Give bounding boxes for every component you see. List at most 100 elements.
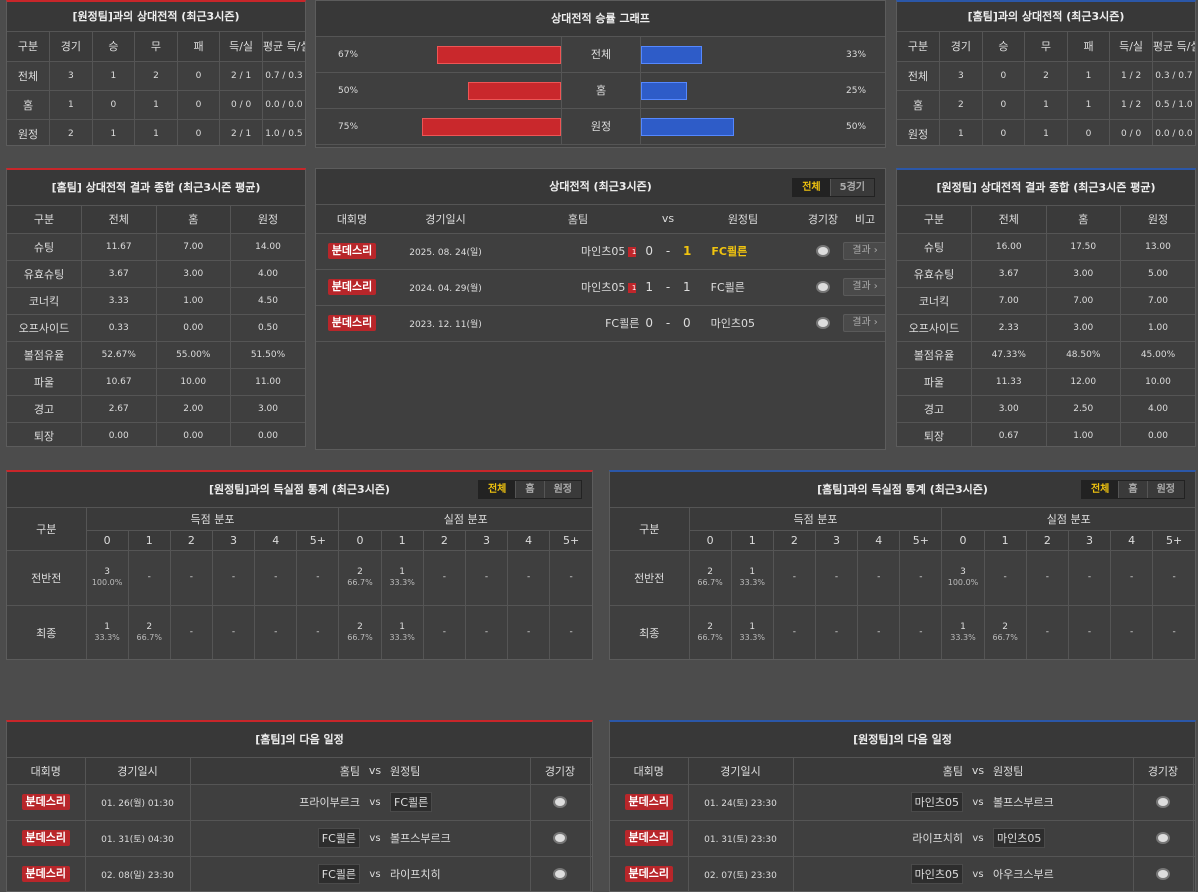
- column-header: 대회명: [316, 205, 388, 234]
- toggle-home[interactable]: 홈: [1119, 481, 1148, 498]
- home-team-name[interactable]: FC쾰른: [317, 864, 360, 884]
- toggle-all[interactable]: 전체: [478, 481, 517, 498]
- row-label: 경고: [897, 395, 972, 423]
- table-row: 파울 11.33 12.00 10.00: [897, 368, 1195, 396]
- away-team-name[interactable]: 아우크스부르: [993, 868, 1054, 881]
- toggle-all[interactable]: 전체: [1081, 481, 1120, 498]
- toggle-all[interactable]: 전체: [793, 179, 831, 196]
- league-badge[interactable]: 분데스리: [327, 279, 377, 295]
- away-team-name[interactable]: FC쾰른: [390, 792, 433, 812]
- soccer-ball-icon[interactable]: [553, 796, 567, 808]
- distribution-cell: -: [899, 550, 943, 606]
- stadium-cell: [1133, 856, 1194, 891]
- count-value: 3: [104, 567, 110, 577]
- soccer-ball-icon[interactable]: [816, 317, 830, 329]
- home-team-name[interactable]: 마인츠05: [910, 864, 963, 884]
- home-team-name[interactable]: 마인츠05: [581, 281, 626, 294]
- row-label: 코너킥: [897, 287, 972, 315]
- cell-value: 0.5 / 1.0: [1152, 90, 1195, 120]
- home-team-name[interactable]: FC쾰른: [317, 828, 360, 848]
- toggle-last5[interactable]: 5경기: [839, 182, 865, 193]
- percent-value: 66.7%: [347, 633, 373, 642]
- count-value: -: [274, 627, 278, 637]
- percent-value: 33.3%: [950, 633, 976, 642]
- summary-away-title: [원정팀] 상대전적 결과 종합 (최근3시즌 평균): [897, 170, 1195, 206]
- cell-value: 1 / 2: [1109, 61, 1153, 91]
- soccer-ball-icon[interactable]: [816, 245, 830, 257]
- cell-value: 1: [1024, 119, 1068, 145]
- toggle-home[interactable]: 홈: [516, 481, 545, 498]
- away-team-cell: 아우크스부르: [993, 856, 1134, 891]
- away-team-name[interactable]: 라이프치히: [390, 868, 441, 881]
- soccer-ball-icon[interactable]: [1156, 832, 1170, 844]
- distribution-cell: -: [465, 605, 509, 659]
- away-team-name[interactable]: 마인츠05: [993, 828, 1046, 848]
- soccer-ball-icon[interactable]: [553, 868, 567, 880]
- result-button[interactable]: 결과 ›: [843, 278, 885, 296]
- summary-home-panel: [홈팀] 상대전적 결과 종합 (최근3시즌 평균) 구분 전체 홈 원정 슈팅 11.6…: [6, 168, 306, 447]
- chevron-right-icon: ›: [873, 245, 878, 256]
- league-badge[interactable]: 분데스리: [624, 794, 673, 810]
- away-team-name[interactable]: FC쾰른: [711, 245, 748, 258]
- count-value: 2: [1002, 622, 1009, 632]
- distribution-cell: 1 33.3%: [731, 605, 774, 659]
- column-header: 평균 득/실: [262, 32, 305, 62]
- cell-value: 1: [134, 90, 178, 120]
- stadium-cell: [803, 269, 843, 306]
- table-row: 퇴장 0.67 1.00 0.00: [897, 422, 1195, 446]
- home-team-name[interactable]: 마인츠05: [910, 792, 963, 812]
- home-team-name[interactable]: FC쾰른: [605, 317, 640, 330]
- column-header: 비고: [1193, 758, 1195, 785]
- cell-value: 1: [92, 119, 136, 145]
- table-row: 전반전 2 66.7% 1 33.3% - - - -3 100.0% - - - - -: [610, 550, 1195, 606]
- match-date: 01. 26(월) 01:30: [85, 784, 191, 821]
- table-row: 슈팅 11.67 7.00 14.00: [7, 233, 305, 261]
- distribution-cell: 1 33.3%: [731, 550, 774, 606]
- league-badge[interactable]: 분데스리: [624, 830, 673, 846]
- bucket-header: 2: [1026, 530, 1069, 551]
- league-badge[interactable]: 분데스리: [327, 315, 377, 331]
- away-team-name[interactable]: FC쾰른: [710, 281, 745, 294]
- home-team-name[interactable]: 프라이부르크: [299, 796, 360, 809]
- away-team-cell: 1 FC쾰른: [683, 269, 803, 306]
- league-badge[interactable]: 분데스리: [21, 830, 70, 846]
- graph-row-label: 홈: [561, 73, 641, 109]
- soccer-ball-icon[interactable]: [1156, 796, 1170, 808]
- league-badge[interactable]: 분데스리: [21, 866, 70, 882]
- soccer-ball-icon[interactable]: [553, 832, 567, 844]
- table-header-row: 구분 전체 홈 원정: [897, 206, 1195, 234]
- home-team-name[interactable]: 라이프치히: [912, 832, 963, 845]
- score-sep: -: [653, 305, 683, 342]
- away-team-name[interactable]: 볼프스부르크: [993, 796, 1054, 809]
- percent-value: 66.7%: [697, 578, 723, 587]
- toggle-away[interactable]: 원정: [1156, 484, 1175, 495]
- row-label: 원정: [7, 119, 51, 145]
- away-team-name[interactable]: 마인츠05: [710, 317, 755, 330]
- league-badge[interactable]: 분데스리: [624, 866, 673, 882]
- column-header: 구분: [7, 206, 82, 234]
- soccer-ball-icon[interactable]: [1156, 868, 1170, 880]
- table-row: 경고 2.67 2.00 3.00: [7, 395, 305, 423]
- row-label: 최종: [7, 605, 87, 659]
- conceded-header: 실점 분포: [941, 508, 1195, 531]
- distribution-cell: -: [296, 550, 340, 606]
- percent-value: 66.7%: [347, 578, 373, 587]
- league-badge[interactable]: 분데스리: [327, 243, 377, 259]
- distribution-cell: 1 33.3%: [941, 605, 985, 659]
- cell-value: 3.00: [156, 260, 231, 288]
- next-home-table: 대회명경기일시홈팀vs원정팀경기장비고분데스리01. 26(월) 01:30프라…: [7, 758, 592, 891]
- toggle-away[interactable]: 원정: [553, 484, 572, 495]
- cell-value: 1: [134, 119, 178, 145]
- count-value: -: [316, 572, 320, 582]
- league-badge[interactable]: 분데스리: [21, 794, 70, 810]
- result-button[interactable]: 결과 ›: [843, 314, 885, 332]
- away-team-name[interactable]: 볼프스부르크: [390, 832, 451, 845]
- soccer-ball-icon[interactable]: [816, 281, 830, 293]
- home-team-name[interactable]: 마인츠05: [581, 245, 626, 258]
- stadium-cell: [530, 820, 591, 857]
- distribution-cell: -: [1026, 605, 1069, 659]
- result-button[interactable]: 결과 ›: [843, 242, 885, 260]
- row-label: 전반전: [7, 550, 87, 606]
- cell-value: 0.0 / 0.0: [262, 90, 305, 120]
